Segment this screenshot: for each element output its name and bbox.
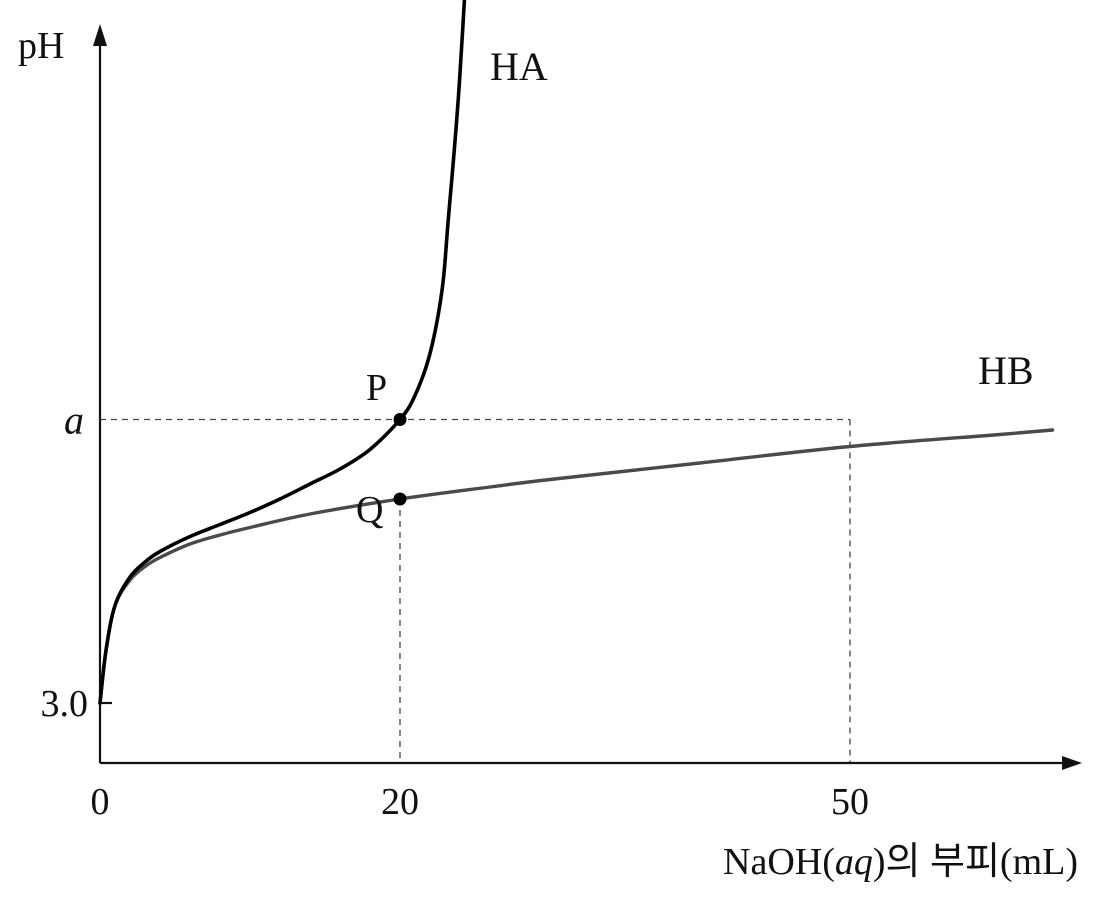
point-q — [393, 492, 407, 506]
y-axis-arrow-icon — [93, 24, 107, 46]
points-layer — [393, 413, 407, 506]
series-line-ha — [98, 0, 467, 705]
x-axis-label-main: NaOH( — [723, 841, 835, 883]
series-line-hb — [98, 428, 1055, 705]
point-label-q: Q — [356, 489, 383, 531]
series-layer — [98, 0, 1055, 705]
x-axis-label: NaOH(aq)의 부피(mL) — [723, 841, 1078, 883]
x-tick-label-50: 50 — [831, 781, 869, 823]
series-label-ha: HA — [490, 44, 548, 89]
point-p — [393, 413, 407, 426]
point-label-p: P — [366, 367, 387, 409]
y-tick-label-a: a — [64, 398, 84, 443]
series-label-hb: HB — [978, 348, 1034, 393]
y-tick-label-3: 3.0 — [41, 683, 89, 725]
y-axis-label: pH — [18, 25, 64, 67]
x-tick-label-20: 20 — [381, 781, 419, 823]
x-axis-label-italic: aq — [835, 841, 873, 883]
x-tick-label-0: 0 — [91, 781, 110, 823]
x-axis-arrow-icon — [1062, 756, 1082, 770]
axes — [93, 24, 1082, 770]
guide-lines — [100, 418, 851, 763]
x-axis-label-tail: )의 부피(mL) — [873, 841, 1078, 883]
